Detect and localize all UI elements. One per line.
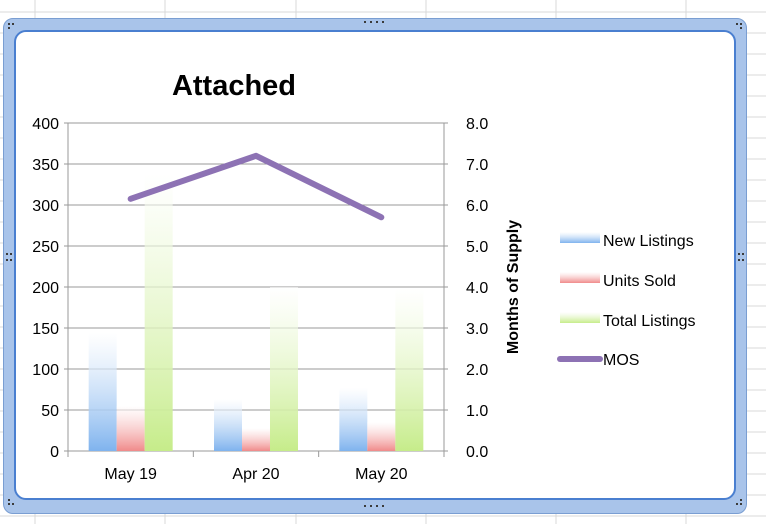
resize-handle-bottom-left[interactable] <box>8 499 20 507</box>
resize-handle-left[interactable] <box>6 253 14 269</box>
resize-handle-bottom-right[interactable] <box>732 499 744 507</box>
legend-swatch-units-sold <box>560 272 600 283</box>
legend-label-total-listings: Total Listings <box>603 313 696 330</box>
legend-label-mos: MOS <box>603 352 639 369</box>
x-tick-label: May 19 <box>104 466 157 483</box>
y-tick-label: 50 <box>41 403 59 420</box>
y2-axis-title: Months of Supply <box>505 220 522 354</box>
y2-tick-label: 5.0 <box>466 239 488 256</box>
legend-label-units-sold: Units Sold <box>603 273 676 290</box>
bar-units-sold <box>242 428 270 451</box>
resize-handle-top-right[interactable] <box>732 23 744 31</box>
resize-handle-right[interactable] <box>738 253 746 269</box>
bar-new-listings <box>214 399 242 451</box>
y2-tick-label: 0.0 <box>466 444 488 461</box>
y-tick-label: 0 <box>50 444 59 461</box>
resize-handle-bottom[interactable] <box>364 505 388 513</box>
bar-units-sold <box>116 405 145 451</box>
bar-total-listings <box>395 288 424 451</box>
resize-handle-top[interactable] <box>364 21 388 29</box>
bar-total-listings <box>144 173 173 451</box>
bar-total-listings <box>270 287 298 451</box>
y-tick-label: 350 <box>32 157 59 174</box>
y2-tick-label: 4.0 <box>466 280 488 297</box>
legend-swatch-total-listings <box>560 312 600 323</box>
chart-title: Attached <box>172 70 296 102</box>
y2-tick-label: 8.0 <box>466 116 488 133</box>
y2-tick-label: 7.0 <box>466 157 488 174</box>
y2-tick-label: 3.0 <box>466 321 488 338</box>
y-tick-label: 400 <box>32 116 59 133</box>
y-tick-label: 150 <box>32 321 59 338</box>
bar-new-listings <box>339 387 368 451</box>
y2-tick-label: 1.0 <box>466 403 488 420</box>
y-tick-label: 300 <box>32 198 59 215</box>
y2-tick-label: 6.0 <box>466 198 488 215</box>
mos-series-line <box>127 152 385 221</box>
legend-label-new-listings: New Listings <box>603 233 694 250</box>
bar-new-listings <box>88 332 117 451</box>
legend-swatch-new-listings <box>560 232 600 243</box>
y-tick-label: 100 <box>32 362 59 379</box>
x-tick-label: Apr 20 <box>232 466 279 483</box>
bar-units-sold <box>367 422 396 451</box>
y2-tick-label: 2.0 <box>466 362 488 379</box>
y-tick-label: 200 <box>32 280 59 297</box>
x-tick-label: May 20 <box>355 466 408 483</box>
y-tick-label: 250 <box>32 239 59 256</box>
resize-handle-top-left[interactable] <box>8 23 20 31</box>
